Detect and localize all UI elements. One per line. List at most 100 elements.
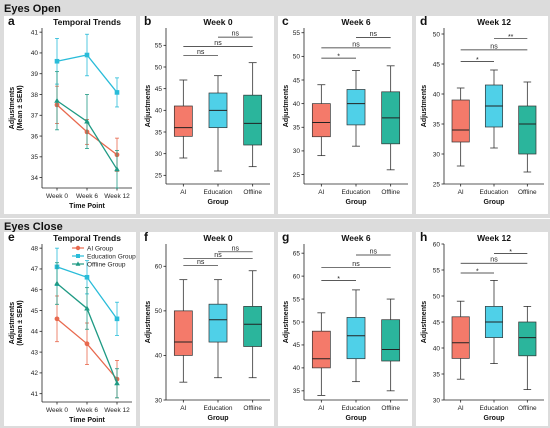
x-tick-label: AI [458,189,464,196]
data-point [54,316,60,322]
x-axis-label: Time Point [69,203,105,210]
y-tick-label: 48 [31,245,39,252]
y-tick-label: 50 [155,308,163,315]
y-tick-label: 45 [293,77,301,84]
data-point [54,280,60,286]
x-tick-label: Week 12 [104,193,130,200]
panel-title: Temporal Trends [53,17,121,27]
box-offline [518,321,537,357]
data-point [54,97,60,103]
x-axis-label: Group [208,415,229,422]
panel-title: Week 0 [203,17,232,27]
significance-label: ns [352,41,360,48]
y-tick-label: 55 [155,43,163,50]
legend-marker [76,254,80,258]
x-tick-label: Week 6 [76,407,98,414]
y-tick-label: 40 [155,353,163,360]
x-tick-label: Education [342,405,371,412]
y-tick-label: 50 [155,64,163,71]
data-point [114,316,120,322]
panel-e: e Temporal Trends 41 42 43 44 45 46 47 48 Week 0 We… [4,230,136,426]
panel-title: Week 6 [341,233,370,243]
panels: a Temporal Trends 34 35 36 37 38 39 40 41 Week 0 We… [4,14,548,426]
data-point [84,341,90,347]
box-ai [173,105,193,137]
x-tick-label: Education [342,189,371,196]
legend-entry: Education Group [87,253,136,260]
panel-title: Week 12 [477,17,511,27]
legend-entry: Offline Group [87,261,126,268]
y-tick-label: 25 [433,181,441,188]
panel-letter: a [8,14,15,28]
y-tick-label: 25 [293,172,301,179]
panel-letter: e [8,230,15,244]
x-tick-label: Offline [381,189,400,196]
significance-label: ns [370,248,378,255]
y-tick-label: 35 [293,125,301,132]
y-axis-label: Adjustments [283,85,290,128]
y-tick-label: 35 [293,388,301,395]
panel-f: f Week 0 30 40 50 60 AI Education Offline Group Ad… [140,230,274,426]
panel-title: Week 6 [341,17,370,27]
significance-label: * [476,57,479,64]
significance-label: * [509,249,512,256]
y-tick-label: 50 [433,293,441,300]
panel-title: Temporal Trends [53,233,121,243]
y-tick-label: 45 [433,319,441,326]
y-tick-label: 60 [155,264,163,271]
y-axis-label: Adjustments [421,301,428,344]
y-tick-label: 40 [293,101,301,108]
panel-letter: h [420,230,427,244]
y-tick-label: 65 [293,250,301,257]
data-point [84,52,90,58]
panel-letter: d [420,14,427,28]
panel-d: d Week 12 25 30 35 40 45 50 AI Education Offline Gr… [416,14,548,214]
significance-label: ns [214,252,222,259]
y-tick-label: 40 [31,50,39,57]
y-tick-label: 25 [155,173,163,180]
y-tick-label: 47 [31,266,39,273]
y-tick-label: 40 [293,365,301,372]
significance-label: * [476,269,479,276]
y-tick-label: 35 [433,121,441,128]
y-axis-label: (Mean ± SEM) [17,85,24,130]
panel-b: b Week 0 25 30 35 40 45 50 55 AI Education Offline G… [140,14,274,214]
y-tick-label: 55 [293,296,301,303]
panel-h: h Week 12 30 35 40 45 50 55 60 AI Education Offline… [416,230,548,426]
y-tick-label: 35 [433,371,441,378]
significance-label: ns [352,261,360,268]
data-point [84,118,90,124]
significance-label: ns [232,31,240,38]
significance-label: ns [197,49,205,56]
x-tick-label: Education [480,405,509,412]
significance-label: ns [490,257,498,264]
x-tick-label: Education [204,189,233,196]
box-education [346,317,366,360]
x-tick-label: Week 6 [76,193,98,200]
y-tick-label: 36 [31,133,39,140]
box-education [346,89,366,126]
x-tick-label: AI [318,405,324,412]
x-axis-label: Group [346,199,367,206]
panel-background [4,16,136,214]
box-ai [311,330,331,369]
y-tick-label: 45 [31,308,39,315]
x-tick-label: Education [204,405,233,412]
y-tick-label: 30 [293,148,301,155]
x-tick-label: Week 12 [104,407,130,414]
x-axis-label: Time Point [69,417,105,424]
panel-letter: b [144,14,151,28]
y-axis-label: Adjustments [145,85,152,128]
section-title-eyes-close: Eyes Close [4,221,63,233]
significance-label: ** [508,34,514,41]
significance-label: ns [232,245,240,252]
x-tick-label: Offline [243,405,262,412]
significance-label: * [337,276,340,283]
x-axis-label: Group [346,415,367,422]
panel-g: g Week 6 35 40 45 50 55 60 65 AI Education Offline G… [278,230,412,426]
x-tick-label: AI [180,189,186,196]
box-ai [173,310,193,356]
x-axis-label: Group [484,415,505,422]
box-offline [518,105,537,155]
